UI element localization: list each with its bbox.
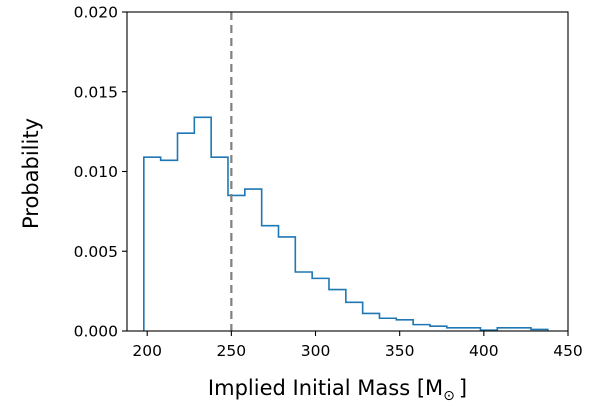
x-tick-label: 200 [132, 342, 162, 360]
axes-frame [126, 11, 569, 332]
x-axis-label-main: Implied Initial Mass [M [208, 376, 443, 400]
y-tick-label: 0.010 [74, 163, 118, 181]
y-tick-label: 0.005 [74, 243, 118, 261]
histogram-series [143, 116, 549, 331]
x-axis-label-suffix: ] [459, 376, 467, 400]
x-axis-label-subscript: ⊙ [443, 388, 455, 404]
plot-area [143, 12, 549, 331]
y-tick-label: 0.020 [74, 4, 118, 22]
x-tick-label: 450 [553, 342, 583, 360]
x-tick-label: 250 [217, 342, 247, 360]
y-tick-label: 0.015 [74, 83, 118, 101]
x-tick-label: 350 [385, 342, 415, 360]
y-axis-ticks: 0.000 0.005 0.010 0.015 0.020 [74, 4, 127, 341]
y-axis-label: Probability [19, 118, 43, 229]
x-axis-ticks: 200 250 300 350 400 450 [132, 331, 583, 360]
x-axis-label: Implied Initial Mass [M⊙] [208, 376, 467, 404]
x-tick-label: 400 [469, 342, 499, 360]
y-tick-label: 0.000 [74, 323, 118, 341]
x-tick-label: 300 [301, 342, 331, 360]
